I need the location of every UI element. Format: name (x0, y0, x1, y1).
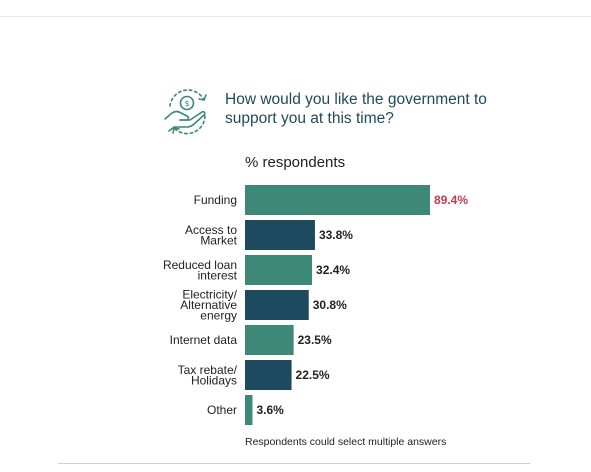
category-label-0: Funding (194, 193, 237, 207)
category-label-6: Other (207, 403, 237, 417)
top-divider (0, 16, 591, 17)
bar-0 (245, 185, 430, 215)
chart-title: How would you like the government to sup… (225, 91, 487, 127)
value-label-0: 89.4% (434, 193, 468, 207)
bar-5 (245, 360, 292, 390)
value-label-3: 30.8% (313, 298, 347, 312)
unit-label: % respondents (245, 154, 346, 171)
bar-6 (245, 395, 253, 425)
bar-1 (245, 220, 315, 250)
value-label-4: 23.5% (298, 333, 332, 347)
category-label-4: Internet data (170, 333, 238, 347)
value-label-6: 3.6% (256, 403, 284, 417)
svg-text:$: $ (184, 99, 189, 108)
category-label-5: Tax rebate/Holidays (178, 363, 238, 388)
bottom-divider (58, 463, 530, 464)
value-label-5: 22.5% (296, 368, 330, 382)
value-label-2: 32.4% (316, 263, 350, 277)
category-label-1: Access to Market (185, 223, 238, 248)
category-label-3: Electricity/Alternative energy (180, 288, 237, 323)
footnote: Respondents could select multiple answer… (245, 436, 447, 448)
hand-holding-coin-icon: $ (162, 86, 212, 136)
category-label-2: Reduced loan interest (163, 258, 238, 283)
bar-3 (245, 290, 309, 320)
bar-2 (245, 255, 313, 285)
value-label-1: 33.8% (319, 228, 353, 242)
bar-4 (245, 325, 294, 355)
